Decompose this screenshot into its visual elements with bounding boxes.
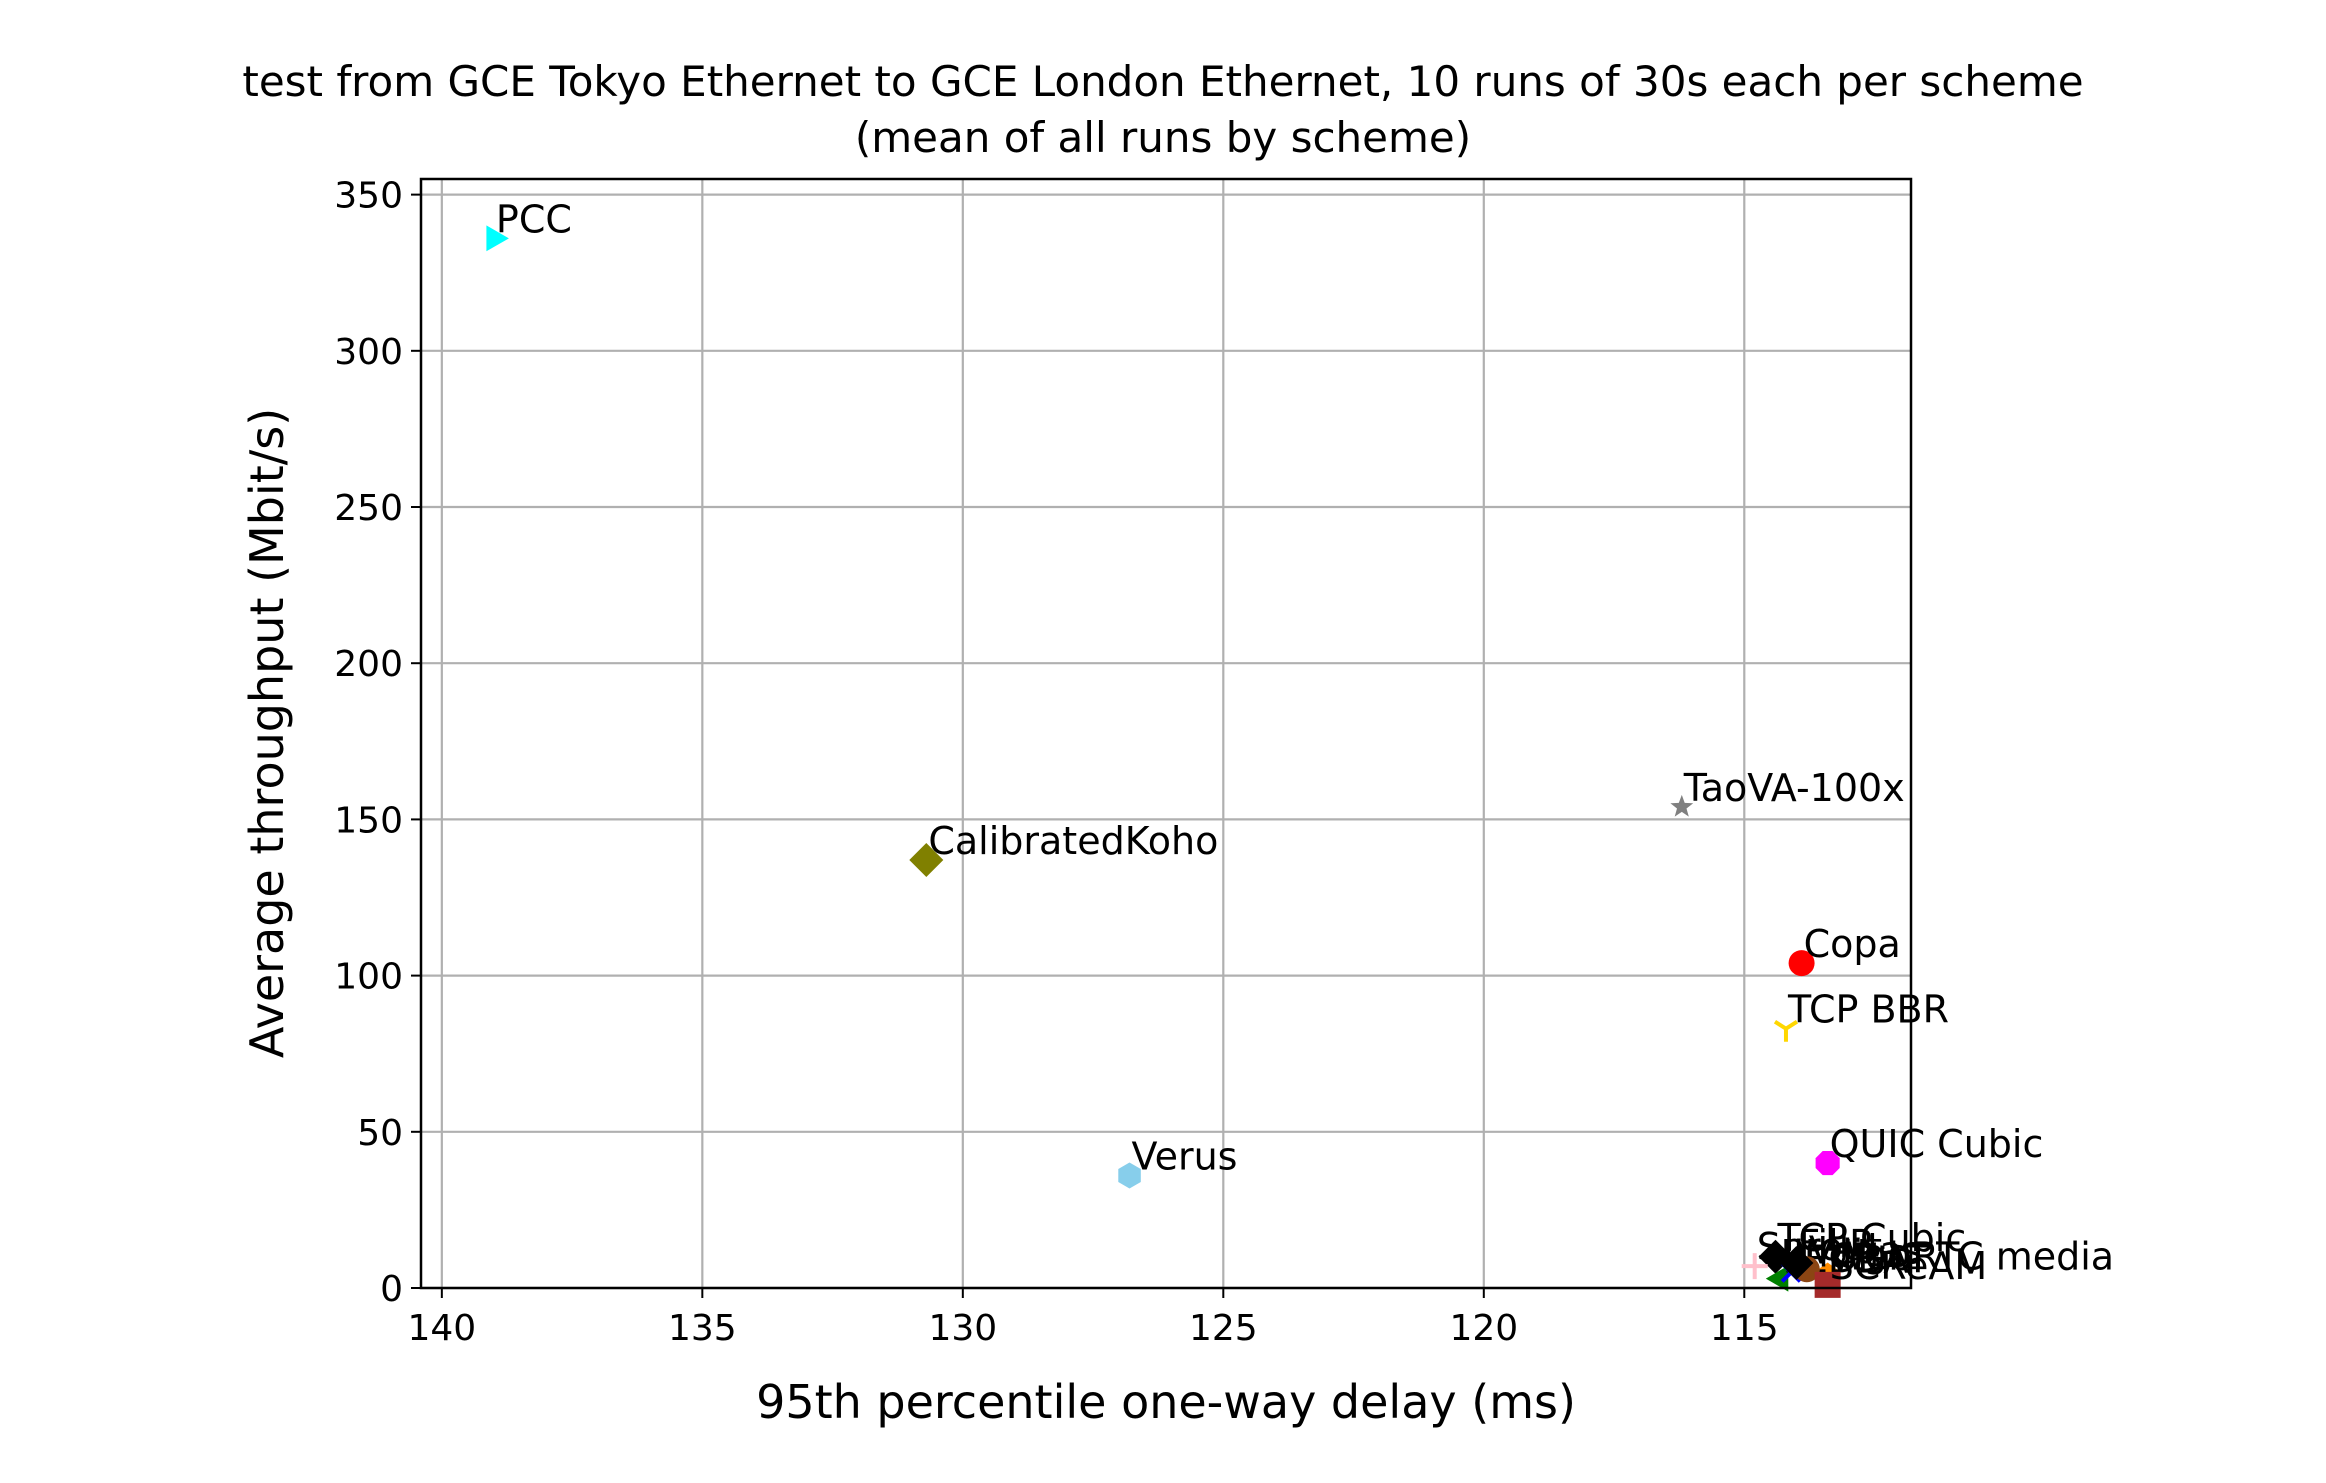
data-point: SCReAM <box>1814 1244 1988 1298</box>
y-axis-label: Average throughput (Mbit/s) <box>240 408 294 1058</box>
marker-diamond <box>909 843 944 877</box>
x-tick-label: 130 <box>928 1308 997 1349</box>
x-tick-label: 115 <box>1710 1308 1779 1349</box>
y-tick-label: 50 <box>357 1113 403 1154</box>
point-label: PCC <box>496 197 572 241</box>
axis-ticks: 140 135 130 125 120 115 0 50 100 150 200 250 300 350 <box>334 176 1778 1349</box>
x-tick-label: 140 <box>407 1308 476 1349</box>
x-axis-label: 95th percentile one-way delay (ms) <box>756 1375 1576 1429</box>
point-label: Copa <box>1804 922 1901 966</box>
y-tick-label: 300 <box>334 332 403 373</box>
marker-diamond <box>1779 1246 1814 1280</box>
point-label: SCReAM <box>1830 1244 1988 1288</box>
point-label: CalibratedKoho <box>928 819 1218 863</box>
data-point: Verus <box>1118 1135 1237 1189</box>
data-point: TaoVA-100x <box>1670 766 1905 817</box>
data-point: CalibratedKoho <box>909 819 1218 877</box>
chart-subtitle: (mean of all runs by scheme) <box>855 113 1471 162</box>
y-tick-label: 150 <box>334 800 403 841</box>
data-point: WebRTC media <box>1815 1235 2114 1286</box>
plot-area-frame <box>419 177 1913 1290</box>
y-tick-label: 200 <box>334 644 403 685</box>
point-label: TaoVA-100x <box>1683 766 1905 810</box>
point-label: Sprout <box>1757 1225 1882 1269</box>
x-tick-label: 135 <box>668 1308 737 1349</box>
data-point: TCP BBR <box>1773 988 1949 1042</box>
point-label: QUIC Cubic <box>1830 1122 2044 1166</box>
data-point: Vegas <box>1793 1228 1923 1283</box>
marker-plus <box>1741 1253 1768 1280</box>
data-point: FillP <box>1779 1222 1872 1280</box>
point-label: WebRTC media <box>1830 1235 2114 1279</box>
y-tick-label: 0 <box>380 1269 403 1310</box>
x-tick-label: 120 <box>1449 1308 1518 1349</box>
y-tick-label: 250 <box>334 488 403 529</box>
point-label: TCP BBR <box>1787 988 1949 1032</box>
grid-lines <box>421 179 1911 1290</box>
marker-hexagon <box>1118 1162 1141 1189</box>
point-label: FillP <box>1798 1222 1872 1266</box>
marker-tri <box>1773 1020 1799 1042</box>
data-point: Copa <box>1788 922 1901 977</box>
point-label: Verus <box>1132 1135 1238 1179</box>
data-point: PCC <box>486 197 572 252</box>
marker-octagon <box>1815 1151 1840 1176</box>
x-tick-label: 125 <box>1189 1308 1258 1349</box>
chart-title: test from GCE Tokyo Ethernet to GCE Lond… <box>242 57 2083 106</box>
point-label: TCP Cubic <box>1777 1216 1967 1260</box>
y-tick-label: 100 <box>334 957 403 998</box>
y-tick-label: 350 <box>334 176 403 217</box>
marker-star <box>1670 794 1694 817</box>
point-label: Vegas <box>1809 1228 1923 1272</box>
marker-square <box>1814 1271 1841 1298</box>
data-point: QUIC Cubic <box>1815 1122 2044 1176</box>
data-points: PCC CalibratedKoho TaoVA-100x Copa TCP BBR QU… <box>486 197 2114 1298</box>
marker-triangle <box>1765 1265 1789 1292</box>
marker-circle <box>1788 950 1815 977</box>
marker-triangle <box>486 225 509 252</box>
data-point: Sprout <box>1741 1225 1882 1280</box>
